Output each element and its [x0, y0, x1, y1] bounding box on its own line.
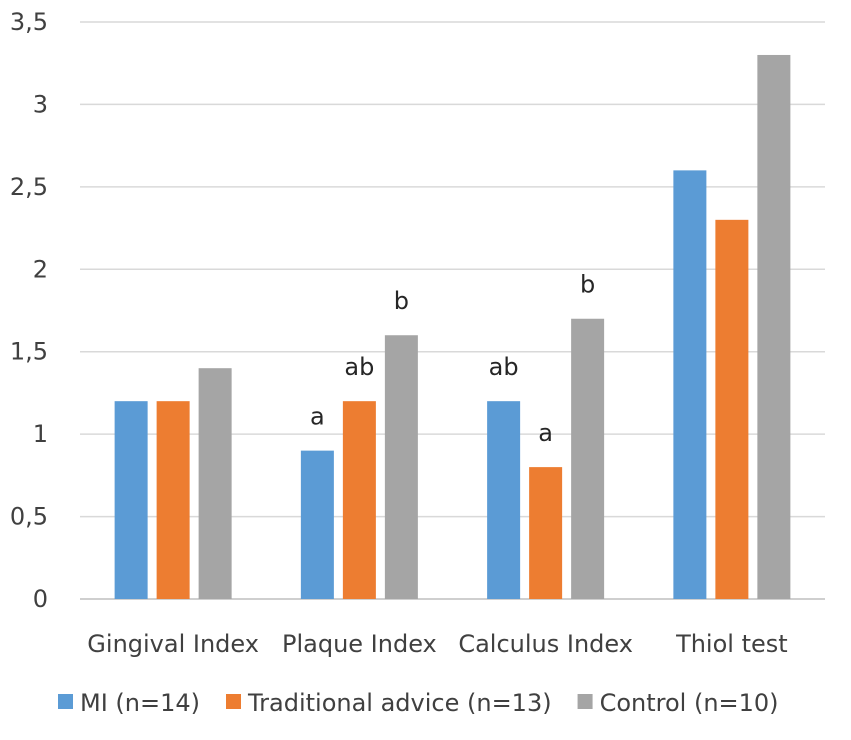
bar [156, 401, 190, 599]
legend-label: MI (n=14) [80, 689, 200, 717]
legend: MI (n=14) Traditional advice (n=13) Contro… [58, 689, 779, 717]
bar-annotation: b [394, 287, 409, 315]
y-tick-label: 0,5 [10, 503, 48, 531]
y-tick-label: 3 [33, 90, 48, 118]
bar [487, 401, 521, 599]
y-tick-label: 3,5 [10, 8, 48, 36]
x-axis-categories: Gingival Index Plaque Index Calculus Index… [87, 630, 787, 658]
legend-swatch [58, 694, 73, 709]
legend-swatch [577, 694, 593, 709]
x-category-label: Thiol test [675, 630, 788, 658]
legend-label: Control (n=10) [600, 689, 779, 717]
bar [673, 170, 707, 599]
y-axis-ticks: 0 0,5 1 1,5 2 2,5 3 3,5 [10, 8, 48, 613]
bar [114, 401, 148, 599]
y-tick-label: 1,5 [10, 338, 48, 366]
y-tick-label: 1 [33, 420, 48, 448]
x-category-label: Gingival Index [87, 630, 259, 658]
y-tick-label: 0 [33, 585, 48, 613]
bar-annotation: a [310, 403, 325, 431]
bar [529, 467, 563, 599]
bar [198, 368, 232, 599]
legend-label: Traditional advice (n=13) [247, 689, 552, 717]
x-category-label: Plaque Index [282, 630, 437, 658]
bar-annotation: b [580, 271, 595, 299]
bar-annotation: a [538, 419, 553, 447]
y-tick-label: 2,5 [10, 173, 48, 201]
legend-swatch [226, 694, 241, 709]
bar-annotation: ab [489, 353, 519, 381]
bar [715, 219, 749, 600]
bar [571, 318, 605, 599]
gridlines [80, 21, 825, 600]
bar [757, 54, 791, 599]
bar [384, 335, 418, 599]
bar [300, 450, 334, 599]
bar [342, 401, 376, 599]
y-tick-label: 2 [33, 255, 48, 283]
bar-annotation: ab [344, 353, 374, 381]
x-category-label: Calculus Index [458, 630, 633, 658]
bars [114, 54, 791, 600]
